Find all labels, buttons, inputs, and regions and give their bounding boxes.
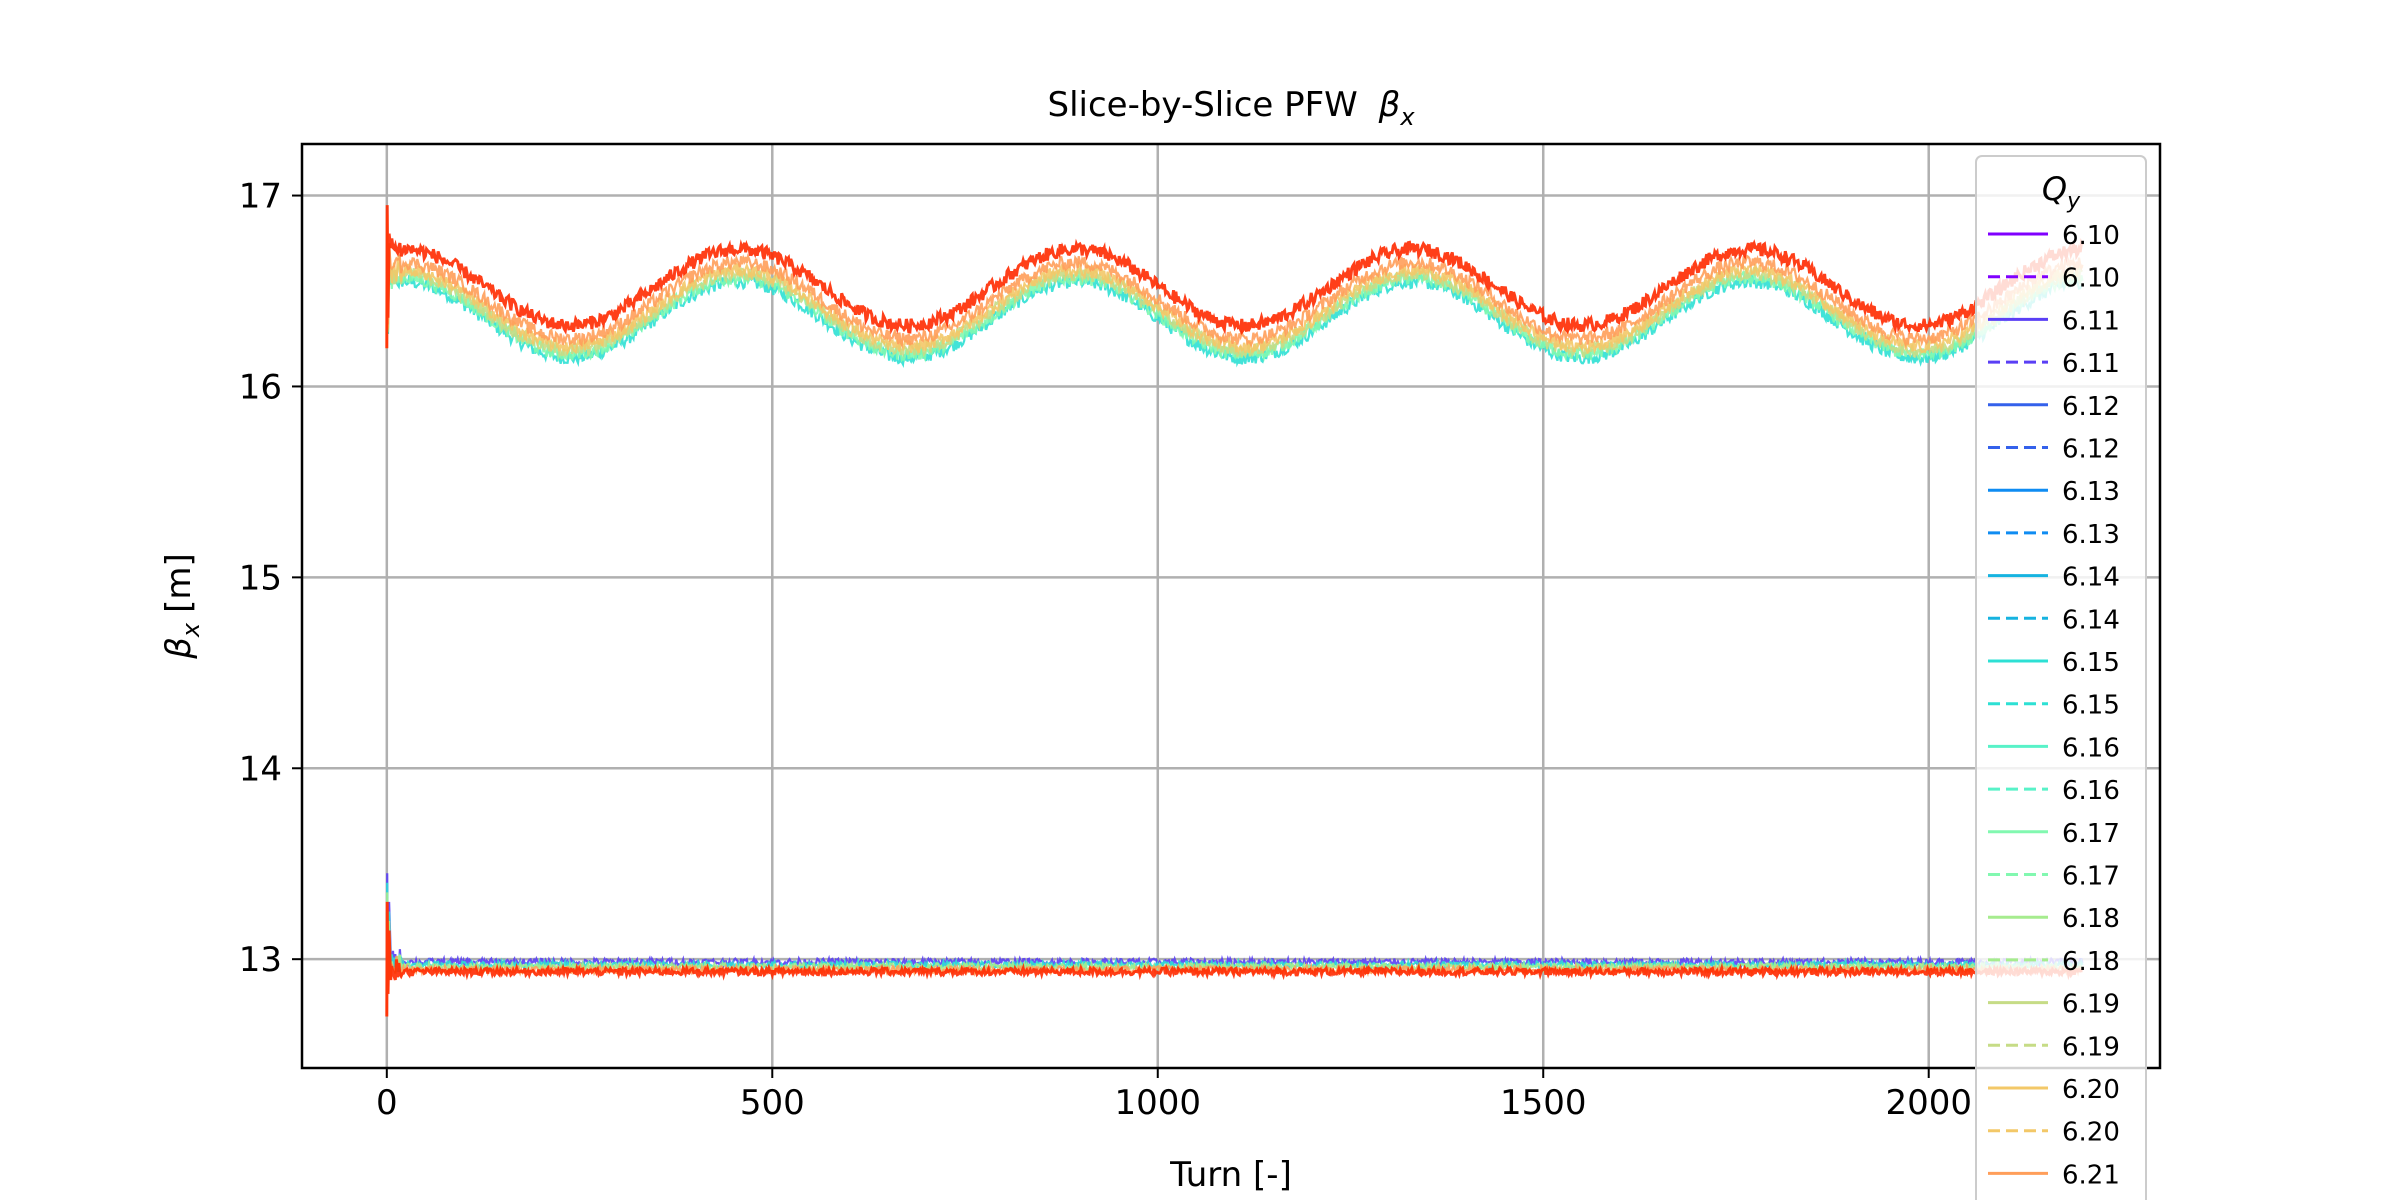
legend-label: 6.11 — [2062, 306, 2120, 336]
legend-entry: 6.20 — [1988, 1075, 2120, 1105]
x-axis-label: Turn [-] — [1169, 1155, 1292, 1195]
legend-label: 6.13 — [2062, 477, 2120, 507]
legend-entry: 6.15 — [1988, 648, 2120, 678]
series-line-lower-8 — [385, 892, 2084, 1007]
series-line-upper-2 — [385, 224, 2084, 359]
legend-label: 6.17 — [2062, 862, 2120, 892]
legend-entry: 6.10 — [1988, 264, 2120, 294]
plot-series — [385, 205, 2084, 1017]
legend-label: 6.16 — [2062, 733, 2120, 763]
legend-entry: 6.11 — [1988, 349, 2120, 379]
legend-entry: 6.10 — [1988, 221, 2120, 251]
legend-title-symbol: Q — [2042, 170, 2067, 208]
legend-entry: 6.16 — [1988, 776, 2120, 806]
legend-entry: 6.17 — [1988, 819, 2120, 849]
legend-label: 6.14 — [2062, 563, 2120, 593]
legend-entry: 6.18 — [1988, 904, 2120, 934]
legend-label: 6.19 — [2062, 1032, 2120, 1062]
x-tick-label: 1500 — [1500, 1083, 1587, 1123]
title-symbol: β — [1378, 85, 1401, 125]
legend-label: 6.11 — [2062, 349, 2120, 379]
legend-title: Qy — [2042, 170, 2081, 214]
legend-entry: 6.14 — [1988, 563, 2120, 593]
x-tick-label: 0 — [376, 1083, 398, 1123]
legend-box — [1975, 155, 2147, 1200]
legend-entry: 6.20 — [1988, 1118, 2120, 1148]
legend-label: 6.12 — [2062, 392, 2120, 422]
legend-label: 6.17 — [2062, 819, 2120, 849]
y-label-symbol: β — [159, 637, 199, 660]
y-axis-label: βx [m] — [159, 553, 205, 660]
series-line-lower-6 — [385, 873, 2084, 1007]
legend-entry: 6.13 — [1988, 520, 2120, 550]
legend-label: 6.15 — [2062, 691, 2120, 721]
legend-entries: 6.10 6.10 6.11 6.11 6.12 6.12 6.13 6.13 6.14 6.14… — [1988, 221, 2120, 1190]
legend-label: 6.12 — [2062, 435, 2120, 465]
legend-label: 6.18 — [2062, 947, 2120, 977]
axis-ticks: 0 500 1000 1500 2000 13 14 15 16 17 — [239, 177, 1972, 1123]
series-line-upper-4 — [385, 214, 2084, 349]
legend-entry: 6.11 — [1988, 306, 2120, 336]
legend-label: 6.20 — [2062, 1118, 2120, 1148]
title-subscript: x — [1399, 103, 1415, 131]
legend-label: 6.15 — [2062, 648, 2120, 678]
legend-title-subscript: y — [2066, 189, 2081, 214]
legend-entry: 6.14 — [1988, 605, 2120, 635]
legend-label: 6.10 — [2062, 264, 2120, 294]
y-label-unit: [m] — [159, 553, 199, 613]
chart-title: Slice-by-Slice PFW βx — [1047, 85, 1415, 131]
grid — [302, 144, 2160, 1068]
legend-label: 6.14 — [2062, 605, 2120, 635]
series-line-lower-7 — [385, 882, 2084, 1007]
legend-label: 6.16 — [2062, 776, 2120, 806]
y-tick-label: 15 — [239, 558, 282, 598]
legend: Qy 6.106.106.116.116.126.126.136.136.146… — [1975, 155, 2147, 1200]
legend-label: 6.21 — [2062, 1160, 2120, 1190]
legend-label: 6.20 — [2062, 1075, 2120, 1105]
y-tick-label: 17 — [239, 177, 282, 217]
series-line-upper-5 — [385, 205, 2084, 349]
x-tick-label: 500 — [740, 1083, 805, 1123]
plot-frame — [300, 142, 2162, 1070]
y-label-subscript: x — [177, 622, 205, 638]
legend-entry: 6.19 — [1988, 990, 2120, 1020]
legend-label: 6.19 — [2062, 990, 2120, 1020]
series-line-lower-10 — [385, 901, 2083, 1017]
x-tick-label: 2000 — [1885, 1083, 1972, 1123]
legend-label: 6.13 — [2062, 520, 2120, 550]
legend-label: 6.18 — [2062, 904, 2120, 934]
legend-entry: 6.16 — [1988, 733, 2120, 763]
legend-entry: 6.15 — [1988, 691, 2120, 721]
title-text: Slice-by-Slice PFW — [1047, 85, 1357, 125]
legend-entry: 6.17 — [1988, 862, 2120, 892]
legend-entry: 6.12 — [1988, 435, 2120, 465]
legend-entry: 6.21 — [1988, 1160, 2120, 1190]
legend-entry: 6.12 — [1988, 392, 2120, 422]
x-tick-label: 1000 — [1114, 1083, 1201, 1123]
legend-entry: 6.13 — [1988, 477, 2120, 507]
legend-label: 6.10 — [2062, 221, 2120, 251]
legend-entry: 6.19 — [1988, 1032, 2120, 1062]
y-tick-label: 16 — [239, 367, 282, 407]
y-tick-label: 14 — [239, 749, 282, 789]
legend-entry: 6.18 — [1988, 947, 2120, 977]
y-tick-label: 13 — [239, 940, 282, 980]
